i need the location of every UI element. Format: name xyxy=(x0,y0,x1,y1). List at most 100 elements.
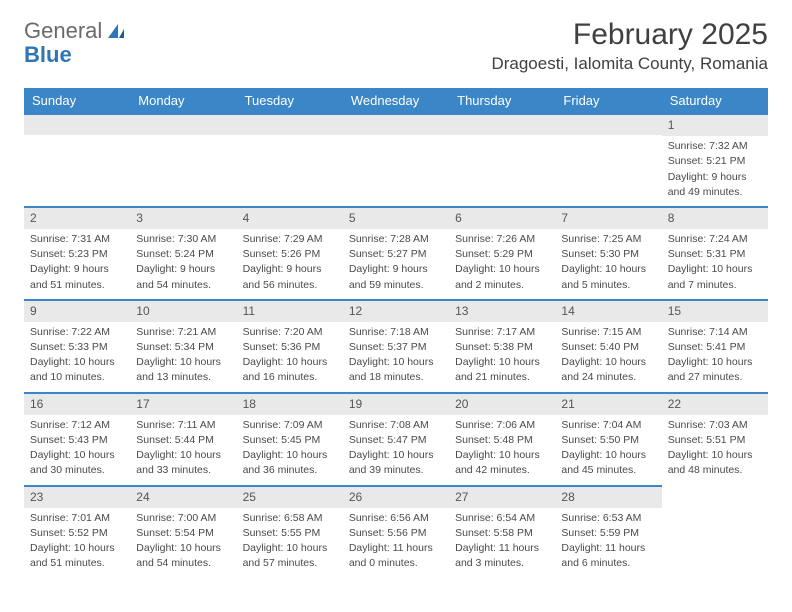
day-number: 24 xyxy=(130,487,236,508)
day-cell: 19Sunrise: 7:08 AMSunset: 5:47 PMDayligh… xyxy=(343,393,449,486)
day-details: Sunrise: 7:12 AMSunset: 5:43 PMDaylight:… xyxy=(24,415,130,485)
day-details: Sunrise: 7:32 AMSunset: 5:21 PMDaylight:… xyxy=(662,136,768,206)
day1-text: Daylight: 10 hours xyxy=(30,355,124,369)
day-number: 15 xyxy=(662,301,768,322)
sunrise-text: Sunrise: 7:14 AM xyxy=(668,325,762,339)
day-cell: 27Sunrise: 6:54 AMSunset: 5:58 PMDayligh… xyxy=(449,486,555,578)
day1-text: Daylight: 10 hours xyxy=(349,448,443,462)
day1-text: Daylight: 11 hours xyxy=(561,541,655,555)
day-number: 8 xyxy=(662,208,768,229)
day1-text: Daylight: 10 hours xyxy=(30,541,124,555)
day-details: Sunrise: 7:14 AMSunset: 5:41 PMDaylight:… xyxy=(662,322,768,392)
sunrise-text: Sunrise: 7:32 AM xyxy=(668,139,762,153)
day-cell: 10Sunrise: 7:21 AMSunset: 5:34 PMDayligh… xyxy=(130,300,236,393)
col-saturday: Saturday xyxy=(662,88,768,114)
sunrise-text: Sunrise: 7:21 AM xyxy=(136,325,230,339)
day1-text: Daylight: 10 hours xyxy=(243,355,337,369)
sunrise-text: Sunrise: 6:58 AM xyxy=(243,511,337,525)
title-block: February 2025 Dragoesti, Ialomita County… xyxy=(491,18,768,74)
day-cell xyxy=(449,114,555,207)
sunset-text: Sunset: 5:52 PM xyxy=(30,526,124,540)
sunset-text: Sunset: 5:47 PM xyxy=(349,433,443,447)
sunset-text: Sunset: 5:29 PM xyxy=(455,247,549,261)
day-cell: 8Sunrise: 7:24 AMSunset: 5:31 PMDaylight… xyxy=(662,207,768,300)
day1-text: Daylight: 10 hours xyxy=(668,448,762,462)
day-number: 11 xyxy=(237,301,343,322)
day-details: Sunrise: 7:17 AMSunset: 5:38 PMDaylight:… xyxy=(449,322,555,392)
sunset-text: Sunset: 5:34 PM xyxy=(136,340,230,354)
day-number: 21 xyxy=(555,394,661,415)
week-row: 2Sunrise: 7:31 AMSunset: 5:23 PMDaylight… xyxy=(24,207,768,300)
day-cell: 23Sunrise: 7:01 AMSunset: 5:52 PMDayligh… xyxy=(24,486,130,578)
day2-text: and 2 minutes. xyxy=(455,278,549,292)
sunrise-text: Sunrise: 7:01 AM xyxy=(30,511,124,525)
day2-text: and 45 minutes. xyxy=(561,463,655,477)
day1-text: Daylight: 10 hours xyxy=(243,541,337,555)
day-cell: 11Sunrise: 7:20 AMSunset: 5:36 PMDayligh… xyxy=(237,300,343,393)
day1-text: Daylight: 10 hours xyxy=(561,262,655,276)
day2-text: and 21 minutes. xyxy=(455,370,549,384)
sunrise-text: Sunrise: 7:06 AM xyxy=(455,418,549,432)
day-details: Sunrise: 7:31 AMSunset: 5:23 PMDaylight:… xyxy=(24,229,130,299)
day-number: 22 xyxy=(662,394,768,415)
day1-text: Daylight: 9 hours xyxy=(243,262,337,276)
sunset-text: Sunset: 5:33 PM xyxy=(30,340,124,354)
day-cell xyxy=(237,114,343,207)
day-number: 17 xyxy=(130,394,236,415)
day1-text: Daylight: 10 hours xyxy=(455,355,549,369)
sunset-text: Sunset: 5:51 PM xyxy=(668,433,762,447)
sunset-text: Sunset: 5:27 PM xyxy=(349,247,443,261)
sunrise-text: Sunrise: 7:12 AM xyxy=(30,418,124,432)
weekday-header-row: Sunday Monday Tuesday Wednesday Thursday… xyxy=(24,88,768,114)
day1-text: Daylight: 11 hours xyxy=(349,541,443,555)
day2-text: and 30 minutes. xyxy=(30,463,124,477)
day1-text: Daylight: 10 hours xyxy=(668,355,762,369)
header: General February 2025 Dragoesti, Ialomit… xyxy=(24,18,768,74)
sunset-text: Sunset: 5:40 PM xyxy=(561,340,655,354)
day-number: 20 xyxy=(449,394,555,415)
col-wednesday: Wednesday xyxy=(343,88,449,114)
col-friday: Friday xyxy=(555,88,661,114)
week-row: 23Sunrise: 7:01 AMSunset: 5:52 PMDayligh… xyxy=(24,486,768,578)
day-details: Sunrise: 6:58 AMSunset: 5:55 PMDaylight:… xyxy=(237,508,343,578)
day-number: 2 xyxy=(24,208,130,229)
day2-text: and 24 minutes. xyxy=(561,370,655,384)
col-monday: Monday xyxy=(130,88,236,114)
day2-text: and 36 minutes. xyxy=(243,463,337,477)
day2-text: and 18 minutes. xyxy=(349,370,443,384)
day1-text: Daylight: 10 hours xyxy=(455,448,549,462)
day-details: Sunrise: 7:26 AMSunset: 5:29 PMDaylight:… xyxy=(449,229,555,299)
day-cell: 17Sunrise: 7:11 AMSunset: 5:44 PMDayligh… xyxy=(130,393,236,486)
day-number xyxy=(237,115,343,135)
day-number: 3 xyxy=(130,208,236,229)
day-number: 13 xyxy=(449,301,555,322)
day2-text: and 54 minutes. xyxy=(136,278,230,292)
day-details: Sunrise: 7:22 AMSunset: 5:33 PMDaylight:… xyxy=(24,322,130,392)
day2-text: and 16 minutes. xyxy=(243,370,337,384)
day-number xyxy=(449,115,555,135)
day-number: 16 xyxy=(24,394,130,415)
day-cell: 6Sunrise: 7:26 AMSunset: 5:29 PMDaylight… xyxy=(449,207,555,300)
sunset-text: Sunset: 5:38 PM xyxy=(455,340,549,354)
sunset-text: Sunset: 5:50 PM xyxy=(561,433,655,447)
sunset-text: Sunset: 5:36 PM xyxy=(243,340,337,354)
day-details: Sunrise: 6:54 AMSunset: 5:58 PMDaylight:… xyxy=(449,508,555,578)
day-number xyxy=(555,115,661,135)
sunrise-text: Sunrise: 7:22 AM xyxy=(30,325,124,339)
sunrise-text: Sunrise: 7:18 AM xyxy=(349,325,443,339)
location-text: Dragoesti, Ialomita County, Romania xyxy=(491,54,768,74)
sunrise-text: Sunrise: 7:29 AM xyxy=(243,232,337,246)
day2-text: and 5 minutes. xyxy=(561,278,655,292)
day-cell: 2Sunrise: 7:31 AMSunset: 5:23 PMDaylight… xyxy=(24,207,130,300)
day2-text: and 27 minutes. xyxy=(668,370,762,384)
day-number xyxy=(130,115,236,135)
sunrise-text: Sunrise: 7:08 AM xyxy=(349,418,443,432)
day-cell: 21Sunrise: 7:04 AMSunset: 5:50 PMDayligh… xyxy=(555,393,661,486)
week-row: 1Sunrise: 7:32 AMSunset: 5:21 PMDaylight… xyxy=(24,114,768,207)
sunset-text: Sunset: 5:23 PM xyxy=(30,247,124,261)
day1-text: Daylight: 10 hours xyxy=(136,448,230,462)
day-cell: 12Sunrise: 7:18 AMSunset: 5:37 PMDayligh… xyxy=(343,300,449,393)
sunrise-text: Sunrise: 7:25 AM xyxy=(561,232,655,246)
sunrise-text: Sunrise: 7:17 AM xyxy=(455,325,549,339)
sunset-text: Sunset: 5:56 PM xyxy=(349,526,443,540)
